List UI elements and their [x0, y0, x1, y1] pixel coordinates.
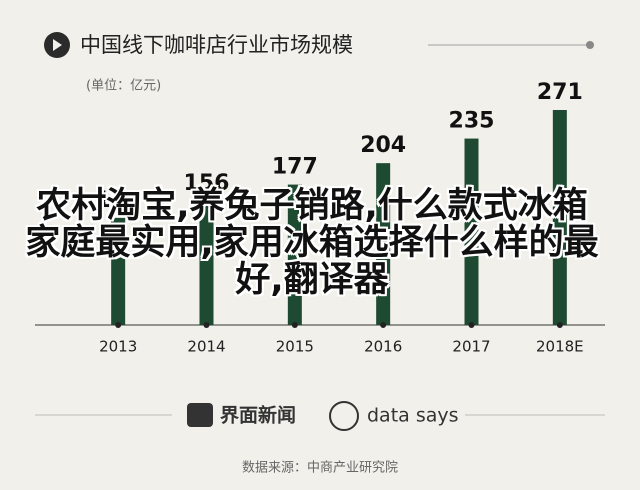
tick-dot	[468, 322, 475, 328]
footer-partner: data says	[367, 405, 459, 427]
bar	[199, 201, 214, 325]
tick-dot	[291, 322, 298, 328]
value-label: 235	[449, 109, 495, 134]
x-tick-label: 2013	[99, 338, 137, 356]
chart-subtitle: (单位：亿元)	[86, 79, 161, 94]
footer-brand: 界面新闻	[220, 404, 296, 427]
value-label: 135	[95, 188, 141, 213]
value-label: 177	[272, 155, 318, 180]
tick-dot	[380, 322, 387, 328]
partner-logo	[329, 401, 359, 431]
title-rule-dot	[586, 41, 594, 49]
x-tick-label: 2017	[452, 338, 490, 356]
tick-dot	[203, 322, 210, 328]
value-label: 271	[537, 80, 583, 105]
bar	[464, 138, 479, 325]
bar	[552, 110, 567, 325]
value-label: 204	[360, 133, 406, 158]
value-label: 156	[184, 171, 230, 196]
footer-source: 数据来源：中商产业研究院	[242, 461, 398, 476]
overlay-text: 农村淘宝,养兔子销路,什么款式冰箱家庭最实用,家用冰箱选择什么样的最好,翻译器	[25, 186, 599, 300]
bar	[287, 184, 302, 325]
bar	[111, 217, 126, 325]
tick-dot	[115, 322, 122, 328]
title-icon-arrow	[53, 39, 62, 51]
x-tick-label: 2014	[187, 338, 225, 356]
brand-logo	[187, 403, 213, 427]
x-tick-label: 2018E	[536, 338, 584, 356]
tick-dot	[556, 322, 563, 328]
chart-title: 中国线下咖啡店行业市场规模	[80, 33, 353, 57]
bar	[376, 163, 391, 325]
x-tick-label: 2016	[364, 338, 402, 356]
x-tick-label: 2015	[276, 338, 314, 356]
